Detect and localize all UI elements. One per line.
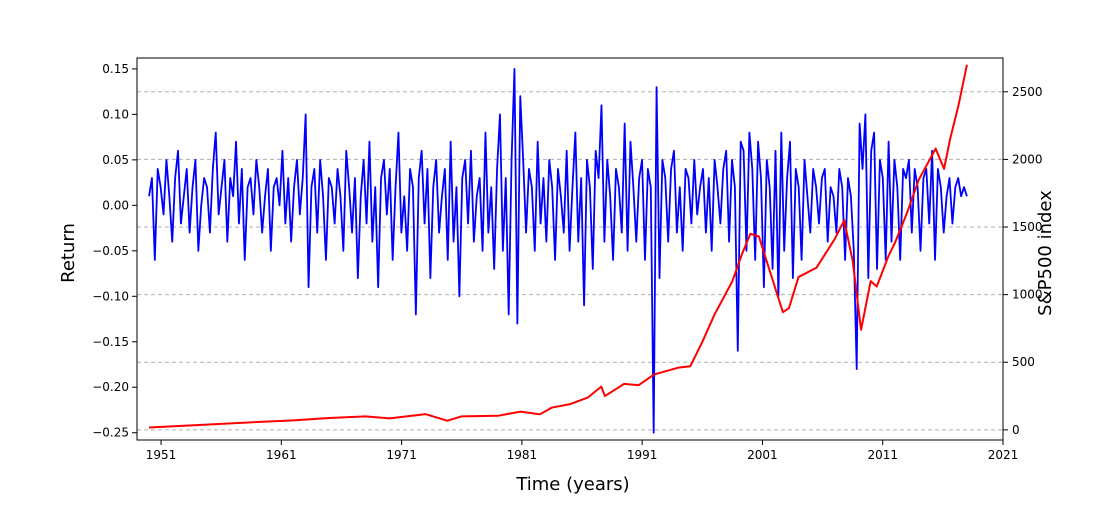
x-axis-label: Time (years) (515, 474, 629, 495)
x-tick-label: 1971 (386, 448, 417, 462)
left-tick-label: −0.05 (92, 244, 129, 258)
x-tick-label: 2021 (988, 448, 1019, 462)
right-tick-label: 0 (1012, 423, 1020, 437)
left-tick-label: −0.20 (92, 380, 129, 394)
left-tick-label: −0.15 (92, 335, 129, 349)
left-tick-label: 0.15 (102, 62, 129, 76)
x-tick-label: 2001 (747, 448, 778, 462)
right-axis-label: S&P500 index (1035, 190, 1056, 316)
x-tick-label: 1961 (266, 448, 297, 462)
x-tick-label: 2011 (867, 448, 898, 462)
returns-series (148, 68, 968, 434)
x-tick-label: 1981 (507, 448, 538, 462)
x-tick-label: 1951 (146, 448, 177, 462)
left-tick-label: 0.05 (102, 153, 129, 167)
right-tick-label: 1500 (1012, 220, 1043, 234)
left-axis-label: Return (58, 223, 79, 283)
returns-line (148, 68, 968, 434)
right-tick-label: 1000 (1012, 288, 1043, 302)
right-tick-label: 500 (1012, 355, 1035, 369)
plot-frame (136, 57, 1004, 441)
x-tick-label: 1991 (627, 448, 658, 462)
left-tick-label: 0.10 (102, 107, 129, 121)
left-tick-label: −0.25 (92, 426, 129, 440)
left-tick-label: 0.00 (102, 198, 129, 212)
right-tick-label: 2000 (1012, 152, 1043, 166)
axes: 1951 1961 1971 1981 1991 2001 2011 2021 −0.25 −0.… (92, 57, 1043, 462)
index-line (148, 64, 968, 429)
sp500-index-series (148, 64, 968, 429)
right-tick-label: 2500 (1012, 85, 1043, 99)
left-tick-label: −0.10 (92, 289, 129, 303)
